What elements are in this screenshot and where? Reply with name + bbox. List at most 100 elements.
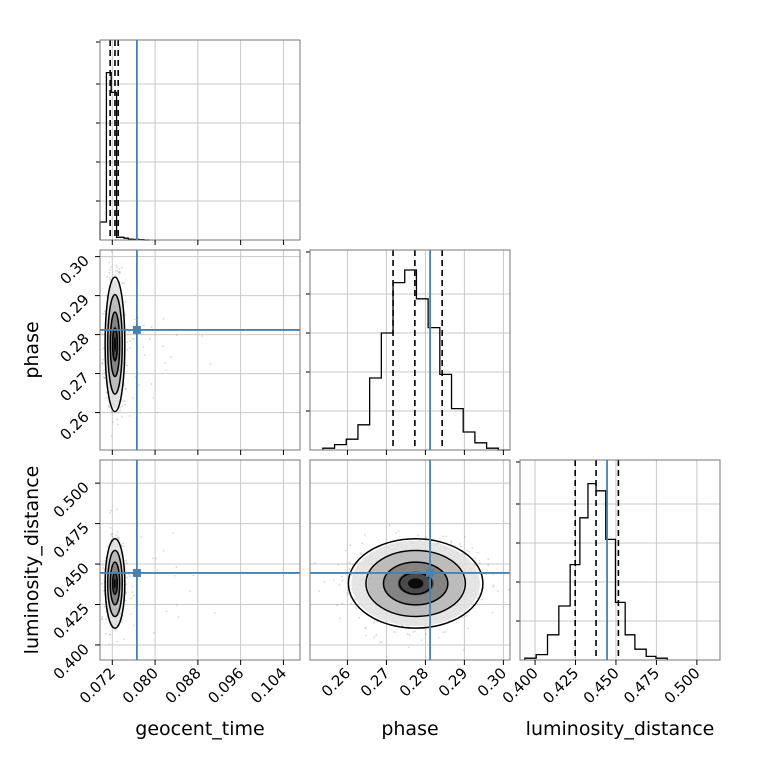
sample-point xyxy=(121,405,124,407)
sample-point xyxy=(524,587,526,589)
sample-point xyxy=(123,545,125,548)
truth-marker xyxy=(132,568,141,577)
sample-point xyxy=(124,314,127,317)
sample-point xyxy=(441,631,444,634)
sample-point xyxy=(379,641,382,644)
sample-point xyxy=(122,638,125,641)
sample-point xyxy=(102,376,105,378)
sample-point xyxy=(126,341,129,344)
sample-point xyxy=(101,312,104,315)
sample-point xyxy=(115,264,118,267)
sample-point xyxy=(491,573,494,576)
y-tick-label: 0.475 xyxy=(50,519,93,562)
sample-point xyxy=(460,545,462,548)
x-tick-label: 0.28 xyxy=(396,664,432,700)
sample-point xyxy=(103,376,106,379)
sample-point xyxy=(131,397,134,400)
contour xyxy=(104,276,126,413)
sample-point xyxy=(442,535,444,538)
sample-point xyxy=(192,574,195,577)
x-tick-label: 0.27 xyxy=(357,664,393,700)
sample-point xyxy=(492,584,495,587)
sample-point xyxy=(350,602,353,605)
contour xyxy=(104,538,126,629)
sample-point xyxy=(126,348,129,351)
sample-point xyxy=(337,563,339,566)
x-tick-label: 0.26 xyxy=(318,664,354,700)
sample-point xyxy=(165,369,167,371)
sample-point xyxy=(345,549,347,552)
sample-point xyxy=(508,588,510,591)
sample-point xyxy=(412,631,414,633)
sample-point xyxy=(175,566,178,569)
sample-point xyxy=(121,620,124,623)
sample-point xyxy=(425,633,428,636)
sample-point xyxy=(132,624,135,627)
sample-point xyxy=(612,602,614,604)
sample-point xyxy=(124,388,127,390)
sample-point xyxy=(496,590,499,593)
sample-point xyxy=(106,294,108,297)
sample-point xyxy=(491,611,494,614)
sample-point xyxy=(143,354,146,356)
sample-point xyxy=(101,582,104,585)
sample-point xyxy=(170,356,173,359)
sample-point xyxy=(338,583,341,586)
sample-point xyxy=(121,416,124,418)
scatter-cloud xyxy=(101,508,216,646)
sample-point xyxy=(492,585,495,588)
sample-point xyxy=(450,540,453,542)
sample-point xyxy=(125,591,127,594)
x-tick-label: 0.088 xyxy=(162,664,205,707)
sample-point xyxy=(108,633,111,636)
sample-point xyxy=(188,590,191,593)
sample-point xyxy=(437,636,440,639)
sample-point xyxy=(445,535,447,538)
sample-point xyxy=(122,542,124,545)
sample-point xyxy=(114,629,117,632)
sample-point xyxy=(393,631,396,634)
sample-point xyxy=(336,604,339,607)
sample-point xyxy=(364,627,367,630)
sample-point xyxy=(395,532,398,534)
sample-point xyxy=(318,590,320,593)
sample-point xyxy=(102,358,104,361)
x-tick-label: 0.072 xyxy=(76,664,119,707)
sample-point xyxy=(114,274,117,277)
sample-point xyxy=(172,531,175,534)
sample-point xyxy=(349,544,352,547)
contour xyxy=(106,293,123,395)
sample-point xyxy=(380,640,383,643)
truth-marker xyxy=(132,325,141,334)
y-tick-label: 0.30 xyxy=(56,252,92,288)
sample-point xyxy=(105,391,108,394)
sample-point xyxy=(466,549,468,552)
sample-point xyxy=(474,557,476,559)
x-tick-label: 0.096 xyxy=(204,664,247,707)
sample-point xyxy=(478,562,481,564)
sample-point xyxy=(175,334,178,337)
sample-point xyxy=(614,608,616,610)
sample-point xyxy=(119,271,121,274)
histogram-phase xyxy=(322,269,510,451)
sample-point xyxy=(107,404,110,407)
sample-point xyxy=(359,552,362,555)
sample-point xyxy=(131,337,134,340)
sample-point xyxy=(477,593,480,596)
y-axis-label-luminosity-distance: luminosity_distance xyxy=(21,466,43,655)
contour xyxy=(347,538,484,629)
sample-point xyxy=(339,617,342,620)
panel-geocent_time-vs-phase: 0.260.270.280.290.30 xyxy=(56,249,301,455)
contour xyxy=(109,311,121,378)
panel-phase-hist xyxy=(306,249,511,455)
sample-point xyxy=(110,535,113,538)
sample-point xyxy=(109,278,112,281)
sample-point xyxy=(109,634,111,636)
sample-point xyxy=(110,411,113,414)
sample-point xyxy=(127,330,130,333)
sample-point xyxy=(332,579,335,582)
sample-point xyxy=(110,250,113,253)
sample-point xyxy=(474,564,476,567)
sample-point xyxy=(101,618,104,621)
panel-geocent_time-hist xyxy=(96,39,301,245)
